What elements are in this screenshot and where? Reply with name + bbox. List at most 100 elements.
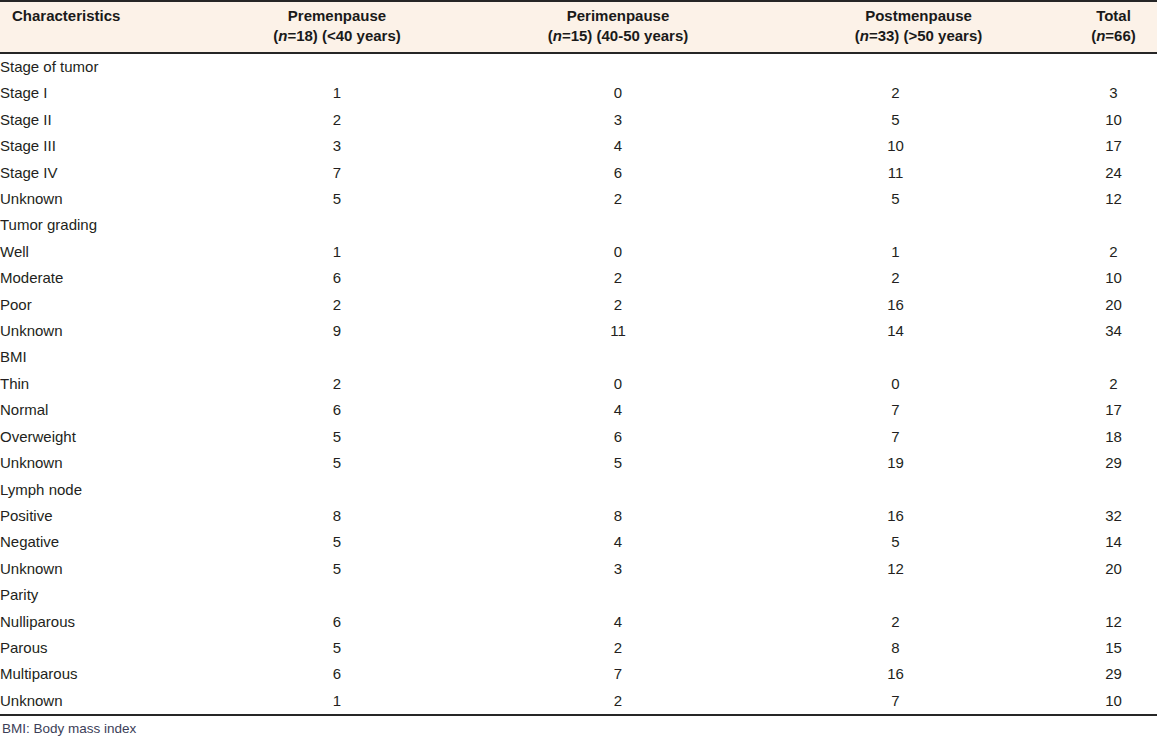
row-label: Well [0,239,205,265]
cell-value: 8 [767,635,1070,661]
row-label: Positive [0,503,205,529]
section-row: Stage of tumor [0,53,1157,80]
cell-value: 32 [1070,503,1157,529]
cell-value: 5 [205,529,469,555]
cell-value: 17 [1070,133,1157,159]
cell-value: 24 [1070,160,1157,186]
cell-value: 4 [469,133,767,159]
row-label: Negative [0,529,205,555]
table-footnote: BMI: Body mass index [0,716,1157,736]
cell-value: 14 [767,318,1070,344]
cell-value: 5 [767,186,1070,212]
row-label: Unknown [0,556,205,582]
header-perimenpause-sub: (n=15) (40-50 years) [469,26,767,46]
table-row: Well1012 [0,239,1157,265]
row-label: Unknown [0,688,205,715]
cell-value: 7 [205,160,469,186]
table-row: Stage III341017 [0,133,1157,159]
table-row: Overweight56718 [0,424,1157,450]
cell-value: 15 [1070,635,1157,661]
cell-value: 2 [205,371,469,397]
cell-value: 2 [469,265,767,291]
cell-value: 11 [767,160,1070,186]
table-row: Poor221620 [0,292,1157,318]
cell-value: 1 [205,80,469,106]
header-characteristics-label: Characteristics [12,7,120,24]
cell-value: 4 [469,609,767,635]
table-row: Unknown9111434 [0,318,1157,344]
section-row: BMI [0,344,1157,370]
cell-value: 2 [1070,239,1157,265]
section-label: Stage of tumor [0,53,1157,80]
cell-value: 11 [469,318,767,344]
cell-value: 2 [767,265,1070,291]
table-row: Stage IV761124 [0,160,1157,186]
cell-value: 5 [469,450,767,476]
table-row: Multiparous671629 [0,661,1157,687]
header-perimenpause: Perimenpause (n=15) (40-50 years) [469,1,767,53]
cell-value: 7 [767,688,1070,715]
cell-value: 2 [205,292,469,318]
cell-value: 6 [205,265,469,291]
header-total-sub: (n=66) [1070,26,1157,46]
header-premenpause-sub: (n=18) (<40 years) [205,26,469,46]
header-postmenpause-title: Postmenpause [865,7,972,24]
table-row: Parous52815 [0,635,1157,661]
cell-value: 5 [205,424,469,450]
cell-value: 20 [1070,556,1157,582]
paper-table-page: Characteristics Premenpause (n=18) (<40 … [0,0,1157,736]
table-body: Stage of tumorStage I1023Stage II23510St… [0,53,1157,715]
header-row: Characteristics Premenpause (n=18) (<40 … [0,1,1157,53]
table-row: Normal64717 [0,397,1157,423]
cell-value: 5 [767,107,1070,133]
cell-value: 1 [205,688,469,715]
cell-value: 2 [469,186,767,212]
cell-value: 7 [767,397,1070,423]
header-total-title: Total [1096,7,1131,24]
cell-value: 29 [1070,661,1157,687]
cell-value: 0 [767,371,1070,397]
cell-value: 2 [205,107,469,133]
cell-value: 16 [767,503,1070,529]
cell-value: 34 [1070,318,1157,344]
cell-value: 12 [1070,186,1157,212]
cell-value: 2 [469,688,767,715]
row-label: Stage III [0,133,205,159]
table-row: Negative54514 [0,529,1157,555]
cell-value: 0 [469,80,767,106]
header-premenpause-title: Premenpause [288,7,386,24]
row-label: Stage I [0,80,205,106]
characteristics-table: Characteristics Premenpause (n=18) (<40 … [0,0,1157,716]
cell-value: 5 [205,635,469,661]
section-label: Tumor grading [0,212,1157,238]
cell-value: 6 [205,397,469,423]
cell-value: 3 [205,133,469,159]
row-label: Unknown [0,186,205,212]
section-row: Tumor grading [0,212,1157,238]
table-header: Characteristics Premenpause (n=18) (<40 … [0,1,1157,53]
cell-value: 4 [469,397,767,423]
table-row: Thin2002 [0,371,1157,397]
cell-value: 0 [469,371,767,397]
cell-value: 14 [1070,529,1157,555]
cell-value: 2 [767,609,1070,635]
header-total: Total (n=66) [1070,1,1157,53]
cell-value: 10 [1070,107,1157,133]
row-label: Poor [0,292,205,318]
cell-value: 10 [1070,688,1157,715]
cell-value: 4 [469,529,767,555]
row-label: Moderate [0,265,205,291]
cell-value: 3 [1070,80,1157,106]
cell-value: 12 [767,556,1070,582]
cell-value: 2 [767,80,1070,106]
cell-value: 6 [469,160,767,186]
table-row: Unknown531220 [0,556,1157,582]
cell-value: 6 [469,424,767,450]
cell-value: 7 [767,424,1070,450]
row-label: Multiparous [0,661,205,687]
section-row: Parity [0,582,1157,608]
cell-value: 1 [205,239,469,265]
cell-value: 1 [767,239,1070,265]
header-postmenpause-sub: (n=33) (>50 years) [767,26,1070,46]
cell-value: 3 [469,107,767,133]
